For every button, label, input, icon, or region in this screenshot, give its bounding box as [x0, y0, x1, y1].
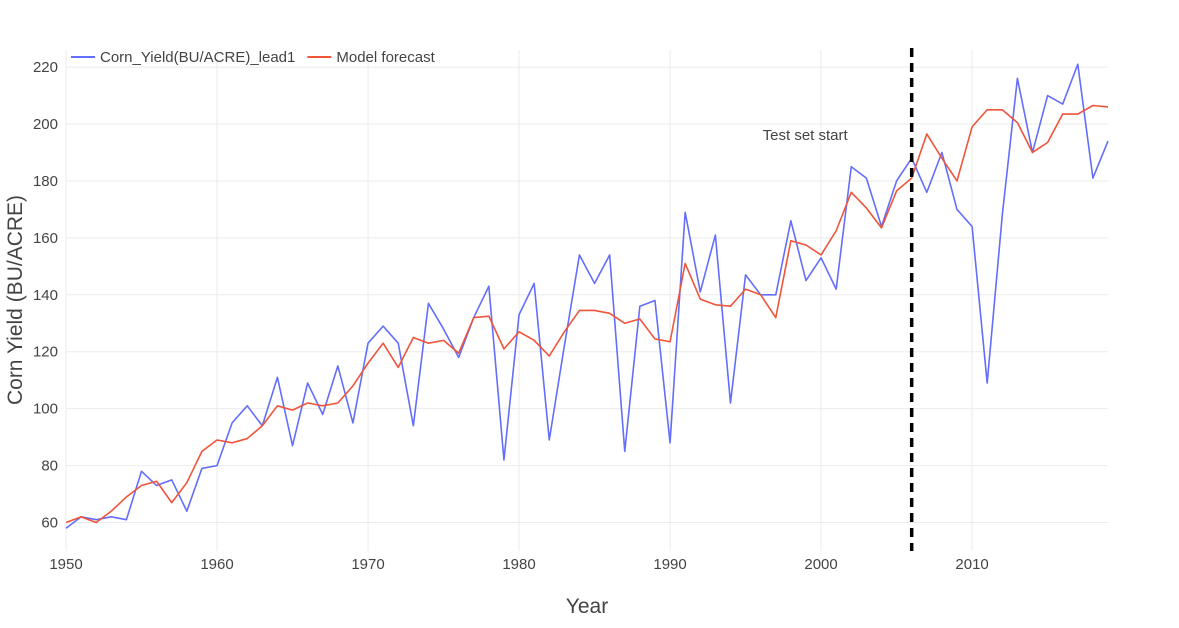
series-line-1	[65, 104, 1109, 524]
x-tick-label: 1990	[653, 556, 686, 573]
x-axis-title: Year	[566, 595, 608, 618]
x-tick-label: 1970	[351, 556, 384, 573]
y-tick-label: 120	[33, 344, 58, 361]
legend-item-1[interactable]: Model forecast	[307, 49, 436, 66]
x-tick-label: 1950	[49, 556, 82, 573]
x-tick-label: 2010	[955, 556, 988, 573]
y-tick-label: 200	[33, 116, 58, 133]
y-tick-label: 140	[33, 287, 58, 304]
legend-label: Corn_Yield(BU/ACRE)_lead1	[100, 49, 295, 66]
legend[interactable]: Corn_Yield(BU/ACRE)_lead1 Model forecast	[71, 49, 436, 66]
legend-label: Model forecast	[336, 49, 435, 66]
legend-item-0[interactable]: Corn_Yield(BU/ACRE)_lead1	[71, 49, 295, 66]
y-axis-title: Corn Yield (BU/ACRE)	[4, 195, 27, 405]
series-layer	[65, 63, 1109, 529]
tick-labels: 1950 1960 1970 1980 1990 2000 2010 60 80 100 120 14…	[33, 59, 989, 573]
x-tick-label: 1960	[200, 556, 233, 573]
series-line-0	[65, 63, 1109, 529]
x-tick-label: 1980	[502, 556, 535, 573]
y-tick-label: 220	[33, 59, 58, 76]
annotations: Test set start	[763, 127, 849, 144]
y-tick-label: 160	[33, 230, 58, 247]
y-tick-label: 180	[33, 173, 58, 190]
x-tick-label: 2000	[804, 556, 837, 573]
y-tick-label: 100	[33, 401, 58, 418]
grid	[65, 50, 1108, 551]
y-tick-label: 80	[41, 458, 58, 475]
test-set-start-annotation: Test set start	[763, 127, 849, 144]
y-tick-label: 60	[41, 515, 58, 532]
